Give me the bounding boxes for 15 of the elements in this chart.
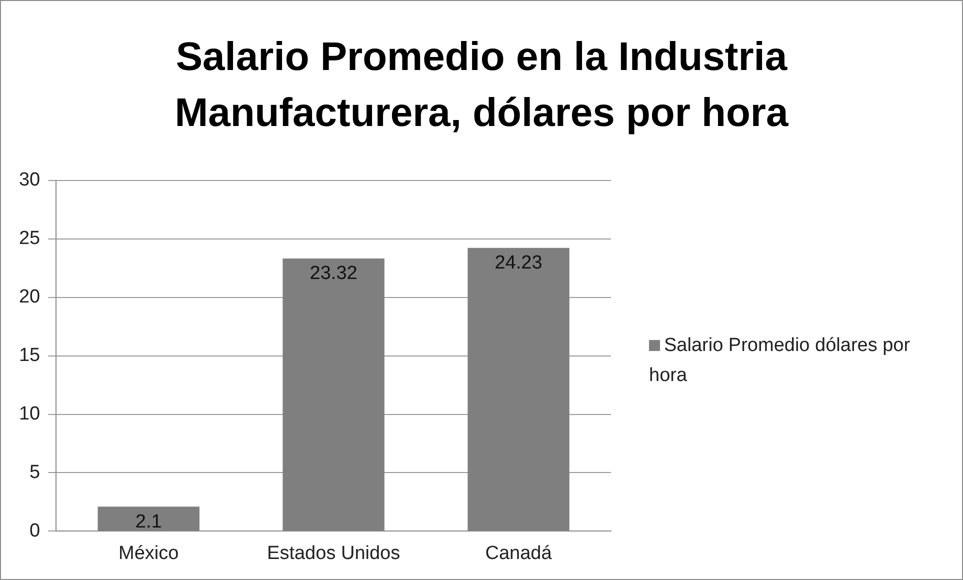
y-tick-label: 20 <box>18 286 40 308</box>
y-tick-label: 0 <box>30 520 40 542</box>
x-tick-label: México <box>118 542 179 564</box>
data-label: 24.23 <box>494 252 542 274</box>
chart-title: Salario Promedio en la Industria Manufacturera, dólares por hora <box>174 34 790 137</box>
legend-label: Salario Promedio dólares por hora <box>649 334 912 388</box>
y-tick-label: 5 <box>30 462 40 483</box>
x-tick-label: Estados Unidos <box>267 542 400 564</box>
y-tick-label: 10 <box>18 404 40 424</box>
y-tick-label: 15 <box>18 345 40 366</box>
data-label: 23.32 <box>310 263 358 284</box>
x-tick-label: Canadá <box>485 542 552 564</box>
y-tick-label: 30 <box>18 170 40 191</box>
y-tick-label: 25 <box>18 228 40 250</box>
data-label: 2.1 <box>135 511 162 532</box>
